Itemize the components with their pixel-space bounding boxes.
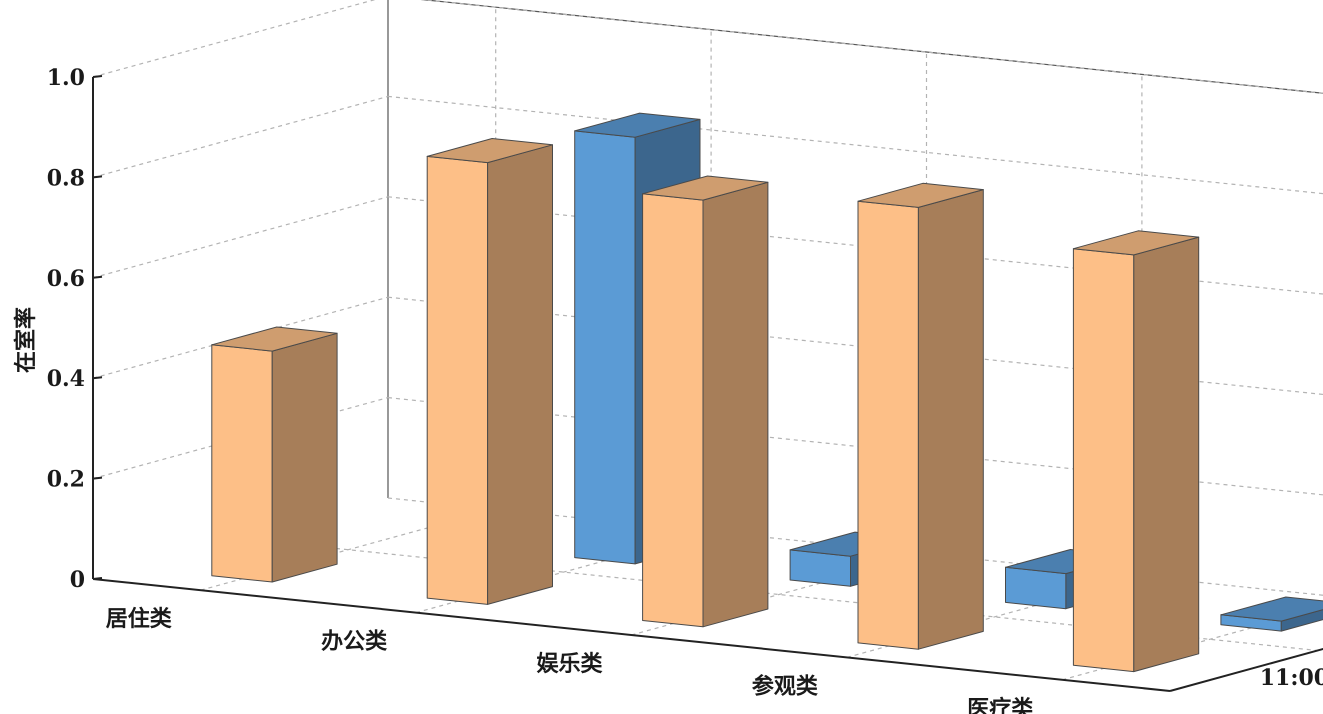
bar-front-face — [642, 193, 704, 628]
bar-top-face — [1072, 230, 1200, 256]
y-axis-title: 在室率 — [13, 307, 39, 373]
category-label: 娱乐类 — [536, 652, 603, 677]
bar-11:00-参观类 — [857, 182, 984, 650]
y-tick-label: 1.0 — [47, 65, 85, 91]
bar-top-face — [642, 175, 769, 201]
bar-side-face — [271, 332, 338, 583]
y-tick-label: 0.8 — [47, 165, 85, 191]
bar-side-face — [1280, 609, 1323, 632]
bar-side-face — [917, 189, 984, 650]
series-label: 11:00 — [1260, 665, 1323, 691]
category-label: 参观类 — [752, 673, 819, 699]
bar-side-face — [1133, 236, 1200, 673]
bar-front-face — [1005, 566, 1067, 610]
depth-axis-line — [1169, 647, 1323, 692]
bar-side-face — [487, 144, 553, 605]
gridline-back-5 — [420, 0, 1323, 94]
gridline-side-3 — [92, 196, 389, 279]
y-tick-label: 0 — [70, 567, 85, 593]
y-tick-mark-0 — [92, 577, 103, 580]
axis-layer — [92, 75, 1323, 692]
back-wall-top-edge — [420, 0, 1323, 94]
y-tick-mark-4 — [92, 175, 103, 179]
bar-front-face — [211, 344, 273, 583]
y-tick-mark-1 — [92, 476, 103, 480]
category-label: 医疗类 — [967, 696, 1034, 714]
y-tick-mark-2 — [92, 376, 103, 380]
bar-4:00-医疗类 — [1220, 596, 1323, 632]
y-tick-label: 0.2 — [47, 467, 85, 493]
bar-11:00-办公类 — [426, 138, 553, 605]
y-tick-mark-3 — [92, 275, 103, 279]
label-layer: 00.20.40.60.81.0在室率居住类办公类娱乐类参观类医疗类4:0011… — [13, 65, 1323, 714]
bar-front-face — [1072, 248, 1135, 673]
bars-layer — [211, 112, 1323, 673]
gridline-side-4 — [92, 95, 389, 178]
category-label: 居住类 — [106, 606, 173, 632]
bar-top-face — [857, 182, 984, 208]
bar-top-face — [211, 326, 338, 352]
gridline-side-5 — [92, 0, 376, 78]
category-label: 办公类 — [321, 630, 388, 655]
bar-11:00-居住类 — [211, 326, 338, 583]
bar-front-face — [574, 130, 636, 565]
y-tick-label: 0.6 — [47, 266, 85, 292]
bar-top-face — [426, 138, 553, 164]
bar-top-face — [574, 112, 701, 138]
bar-front-face — [426, 155, 489, 605]
bar-11:00-医疗类 — [1072, 230, 1200, 673]
bar-11:00-娱乐类 — [642, 175, 769, 628]
x-axis-line — [92, 578, 1171, 692]
bar-front-face — [857, 200, 919, 650]
y-tick-label: 0.4 — [47, 366, 85, 392]
bar-top-face — [1220, 596, 1323, 622]
y-tick-mark-5 — [92, 75, 103, 78]
bar-side-face — [702, 181, 769, 628]
